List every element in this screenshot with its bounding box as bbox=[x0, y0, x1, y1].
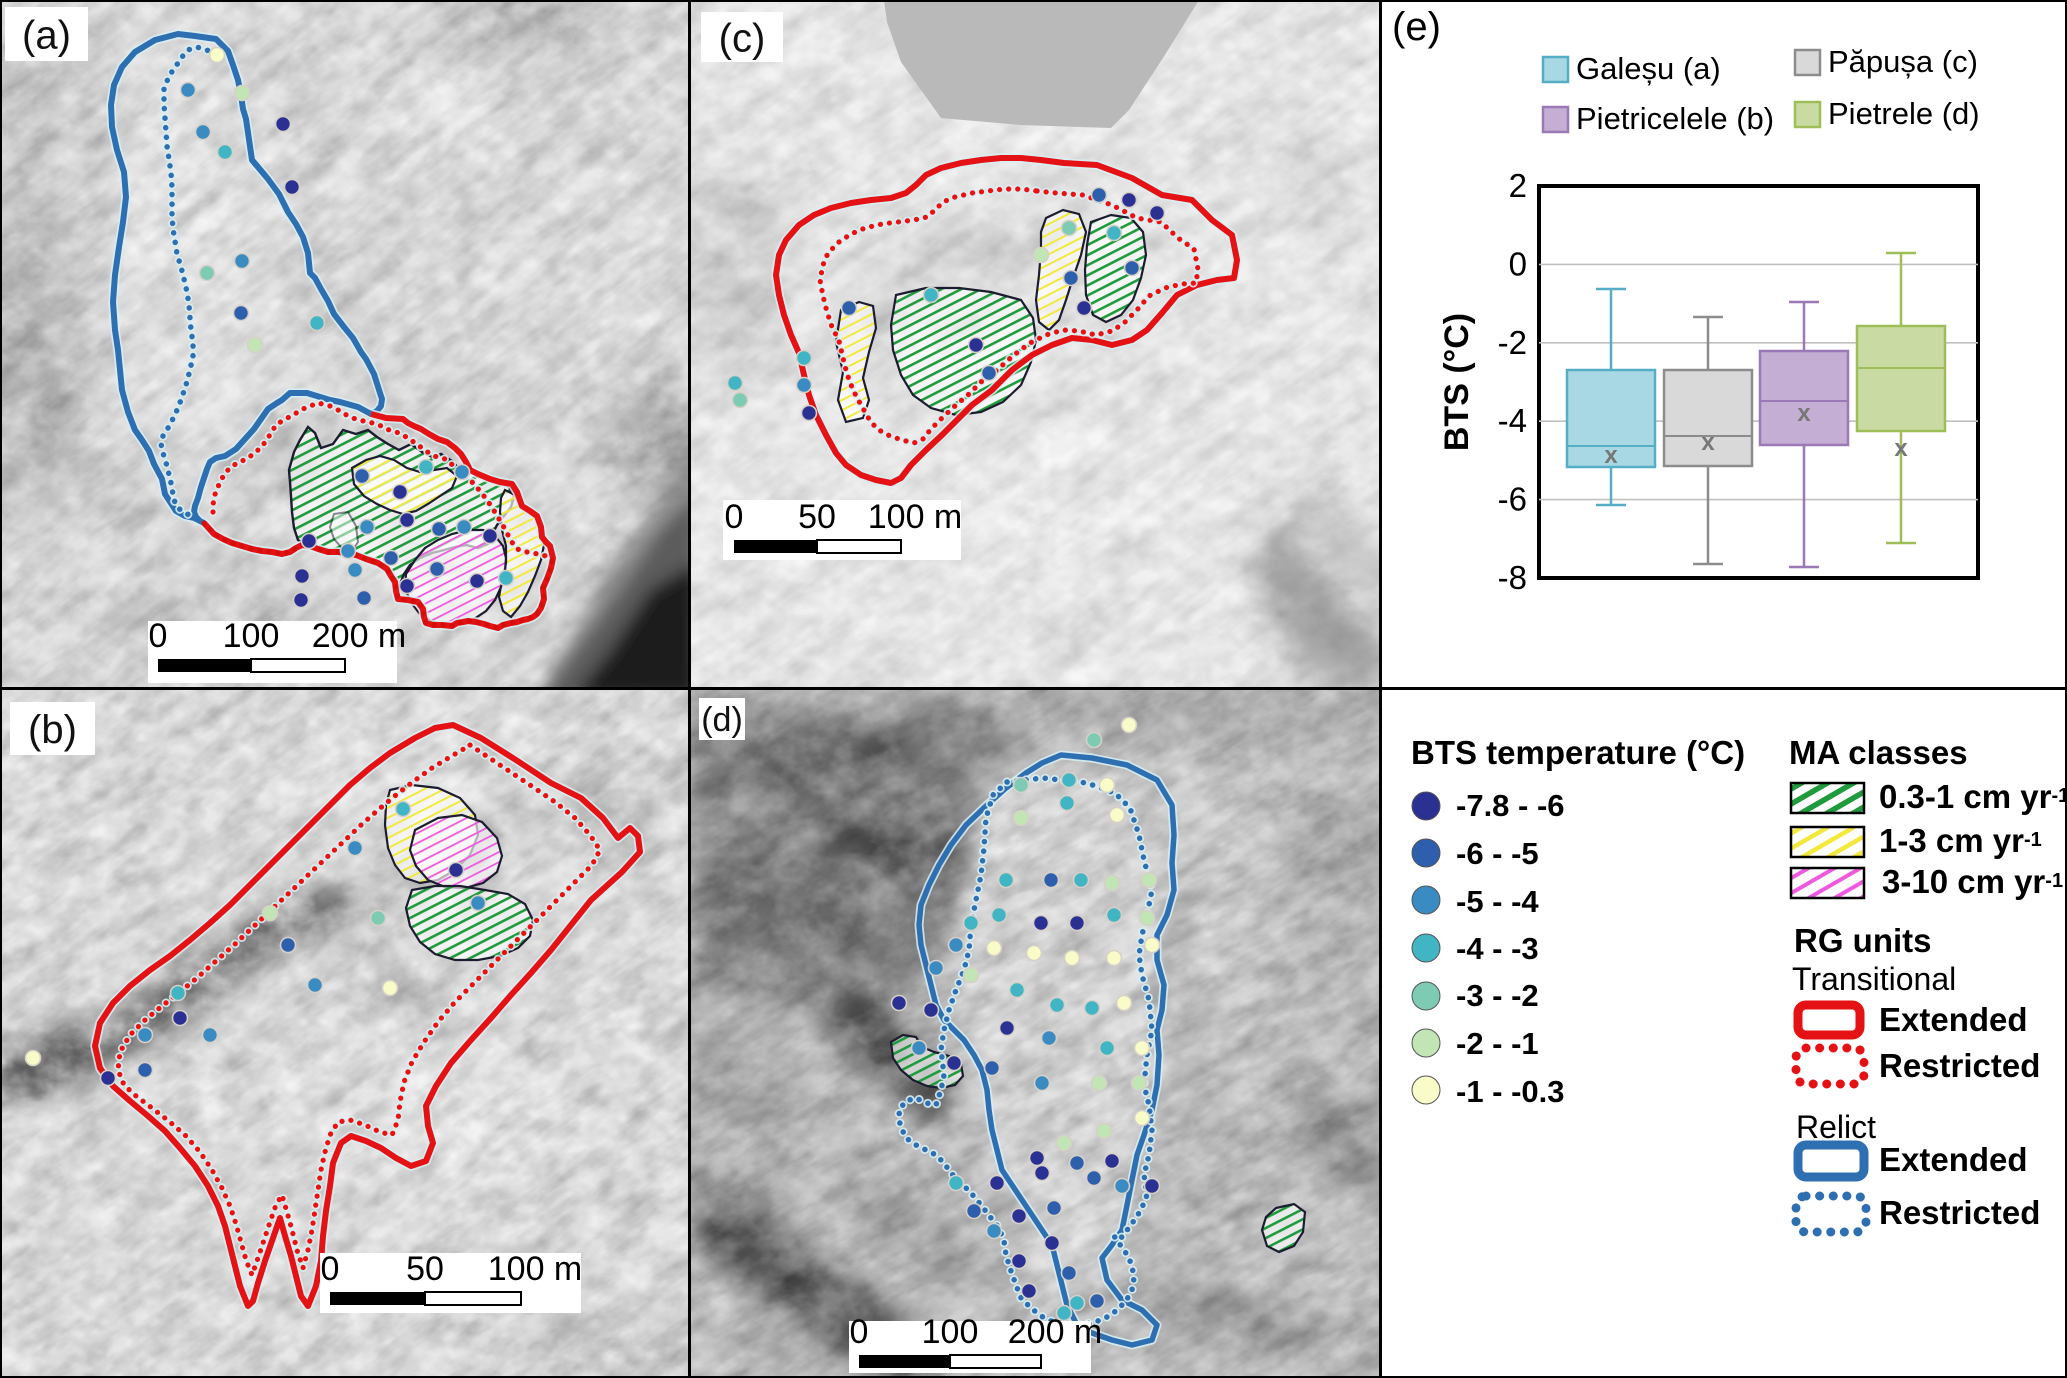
svg-text:-3 - -2: -3 - -2 bbox=[1456, 978, 1539, 1013]
svg-text:-5 - -4: -5 - -4 bbox=[1456, 884, 1539, 919]
svg-text:x: x bbox=[1894, 435, 1908, 462]
svg-text:200 m: 200 m bbox=[312, 617, 407, 655]
svg-text:(b): (b) bbox=[28, 708, 77, 752]
svg-text:(e): (e) bbox=[1392, 5, 1441, 49]
svg-text:-6: -6 bbox=[1498, 481, 1527, 518]
svg-text:-2 - -1: -2 - -1 bbox=[1456, 1026, 1539, 1061]
svg-text:0: 0 bbox=[321, 1250, 340, 1288]
svg-text:BTS (°C): BTS (°C) bbox=[1438, 313, 1476, 451]
svg-text:50: 50 bbox=[798, 498, 836, 536]
svg-text:-4: -4 bbox=[1498, 402, 1527, 439]
svg-text:0: 0 bbox=[850, 1313, 869, 1351]
svg-text:100: 100 bbox=[223, 617, 280, 655]
svg-text:(a): (a) bbox=[22, 13, 71, 57]
svg-text:(c): (c) bbox=[719, 16, 766, 60]
svg-text:200 m: 200 m bbox=[1008, 1313, 1103, 1351]
svg-text:(d): (d) bbox=[701, 701, 743, 739]
svg-text:Transitional: Transitional bbox=[1792, 961, 1956, 997]
svg-text:-8: -8 bbox=[1498, 559, 1527, 596]
svg-text:Relict: Relict bbox=[1796, 1109, 1876, 1145]
svg-text:Galeșu (a): Galeșu (a) bbox=[1576, 51, 1721, 86]
svg-text:100 m: 100 m bbox=[868, 498, 963, 536]
svg-text:MA classes: MA classes bbox=[1789, 734, 1968, 771]
svg-text:-4 - -3: -4 - -3 bbox=[1456, 931, 1539, 966]
svg-text:Restricted: Restricted bbox=[1879, 1194, 2040, 1231]
svg-text:3-10 cm yr-1: 3-10 cm yr-1 bbox=[1882, 863, 2063, 900]
svg-text:Pietricelele (b): Pietricelele (b) bbox=[1576, 101, 1774, 136]
svg-text:BTS temperature (°C): BTS temperature (°C) bbox=[1411, 734, 1745, 771]
svg-text:Pietrele (d): Pietrele (d) bbox=[1828, 96, 1980, 131]
svg-text:0: 0 bbox=[149, 617, 168, 655]
svg-text:Păpușa (c): Păpușa (c) bbox=[1828, 44, 1978, 79]
svg-text:RG units: RG units bbox=[1794, 922, 1932, 959]
svg-text:1-3 cm yr-1: 1-3 cm yr-1 bbox=[1879, 822, 2042, 859]
svg-text:x: x bbox=[1604, 442, 1618, 469]
svg-text:-2: -2 bbox=[1498, 324, 1527, 361]
svg-text:Extended: Extended bbox=[1879, 1141, 2028, 1178]
svg-text:-7.8 - -6: -7.8 - -6 bbox=[1456, 788, 1565, 823]
svg-text:2: 2 bbox=[1509, 167, 1527, 204]
svg-text:-6 - -5: -6 - -5 bbox=[1456, 836, 1539, 871]
svg-text:x: x bbox=[1797, 400, 1811, 427]
svg-text:0: 0 bbox=[1509, 245, 1527, 282]
svg-text:Restricted: Restricted bbox=[1879, 1047, 2040, 1084]
svg-text:100 m: 100 m bbox=[488, 1250, 583, 1288]
svg-text:0.3-1 cm yr-1: 0.3-1 cm yr-1 bbox=[1879, 778, 2067, 815]
svg-text:100: 100 bbox=[922, 1313, 979, 1351]
svg-text:-1 - -0.3: -1 - -0.3 bbox=[1456, 1074, 1565, 1109]
svg-text:Extended: Extended bbox=[1879, 1001, 2028, 1038]
svg-text:x: x bbox=[1701, 429, 1715, 456]
svg-text:50: 50 bbox=[406, 1250, 444, 1288]
svg-text:0: 0 bbox=[725, 498, 744, 536]
